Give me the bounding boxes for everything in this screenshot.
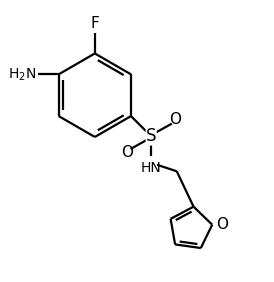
Text: HN: HN [141, 160, 162, 175]
Text: F: F [90, 16, 99, 31]
Text: H$_2$N: H$_2$N [8, 66, 37, 83]
Text: S: S [146, 127, 156, 145]
Text: O: O [216, 217, 228, 232]
Text: O: O [169, 112, 181, 127]
Text: O: O [121, 146, 133, 160]
